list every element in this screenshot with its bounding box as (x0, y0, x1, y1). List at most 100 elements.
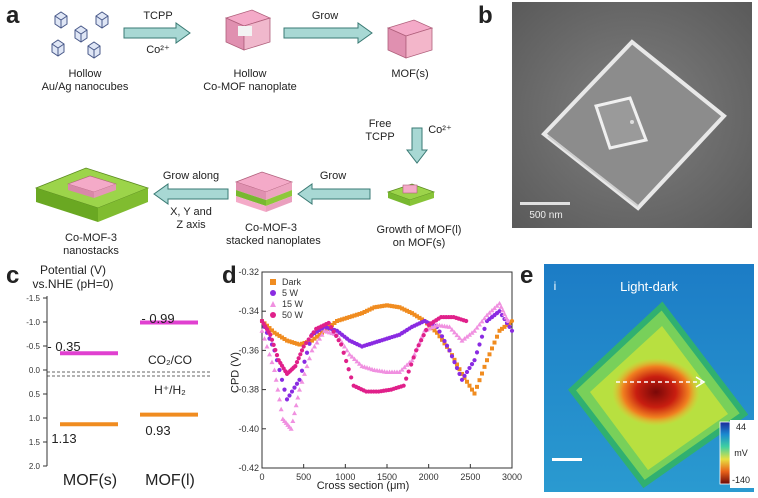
point-50w (344, 358, 349, 364)
point-dark (380, 304, 384, 309)
point-50w (293, 363, 298, 369)
point-15w (312, 343, 317, 349)
point-5w (279, 377, 285, 382)
point-15w (290, 418, 296, 423)
point-50w (273, 347, 278, 353)
point-dark (275, 332, 279, 337)
point-15w (447, 324, 452, 329)
point-dark (332, 320, 337, 325)
cpd-chart: 0 500 1000 1500 2000 2500 3000 -0.32 -0.34 -0.36 -… (238, 267, 522, 482)
point-15w (492, 305, 497, 311)
point-15w (262, 336, 267, 341)
band-tick-label: 0.5 (29, 390, 41, 399)
point-dark (345, 315, 349, 320)
y-tick-label: -0.40 (238, 424, 259, 434)
point-15w (272, 367, 277, 372)
point-dark (455, 362, 459, 367)
stacked-label-1: Co-MOF-3 (245, 222, 297, 234)
point-5w (464, 369, 470, 375)
chart-xlabel: Cross section (μm) (316, 480, 410, 492)
point-50w (306, 337, 311, 342)
point-5w (284, 397, 290, 402)
point-dark (337, 318, 342, 323)
point-dark (355, 312, 359, 317)
arrow-step5 (153, 183, 229, 205)
step1-ion: Co²⁺ (146, 44, 170, 56)
point-dark (362, 309, 367, 314)
point-dark (395, 304, 399, 309)
point-50w (298, 352, 303, 357)
c-title-1: Potential (V) (39, 263, 107, 277)
point-dark (280, 335, 284, 340)
point-5w (294, 381, 300, 386)
point-15w (304, 363, 310, 369)
step3-reagent-2: TCPP (365, 131, 395, 143)
point-50w (341, 350, 346, 355)
point-50w (268, 332, 273, 337)
point-15w (498, 304, 504, 309)
point-15w (427, 325, 432, 331)
point-dark (357, 311, 362, 316)
point-dark (460, 371, 464, 376)
point-15w (295, 394, 301, 400)
point-5w (462, 373, 467, 378)
step3-ion: Co²⁺ (428, 124, 452, 136)
point-15w (342, 343, 347, 349)
legend-label: 5 W (282, 288, 299, 298)
point-dark (282, 337, 287, 342)
sem-image: 500 nm (512, 2, 752, 228)
colorbar-labels-bg (730, 420, 754, 488)
x-tick-label: 2500 (460, 472, 480, 482)
point-dark (472, 391, 477, 396)
arrow-step4 (297, 183, 371, 205)
point-15w (489, 307, 495, 313)
point-dark (412, 312, 417, 317)
panel-c-label: c (6, 262, 20, 289)
nanoplate-label-1: Hollow (233, 68, 267, 80)
point-dark (290, 340, 294, 345)
point-dark (509, 318, 515, 324)
band-diagram: -1.5 -1.0 -0.5 0.0 0.5 1.0 1.5 2.0 (26, 294, 210, 471)
point-dark (452, 357, 457, 362)
point-dark (485, 358, 489, 363)
point-15w (404, 362, 410, 367)
point-50w (271, 342, 276, 348)
point-15w (464, 334, 470, 339)
point-5w (302, 359, 307, 364)
point-15w (472, 328, 477, 333)
band-tick-label: -1.0 (26, 318, 40, 327)
mofs-vb-value: 1.13 (51, 431, 77, 446)
point-15w (500, 307, 506, 313)
point-dark (287, 339, 292, 344)
point-dark (335, 319, 339, 323)
point-5w (287, 393, 292, 398)
point-5w (507, 324, 512, 329)
point-50w (299, 348, 305, 353)
point-dark (295, 341, 299, 346)
point-dark (397, 305, 402, 310)
point-15w (288, 426, 294, 431)
point-5w (474, 350, 480, 355)
band-axis-ticks: -1.5 -1.0 -0.5 0.0 0.5 1.0 1.5 2.0 (26, 294, 47, 471)
point-15w (477, 322, 482, 327)
point-5w (457, 371, 462, 377)
point-dark (360, 311, 364, 316)
point-5w (439, 334, 445, 339)
point-5w (437, 329, 442, 334)
point-15w (482, 315, 487, 321)
point-50w (334, 333, 339, 338)
point-5w (477, 342, 482, 347)
point-5w (277, 367, 282, 373)
y-tick-label: -0.38 (238, 385, 259, 395)
y-tick-label: -0.34 (238, 306, 259, 316)
point-5w (449, 354, 455, 359)
band-levels (60, 320, 198, 427)
point-15w (267, 351, 272, 357)
band-tick-label: 1.0 (29, 414, 41, 423)
point-50w (401, 383, 406, 388)
point-15w (454, 332, 460, 338)
mofs-cb-value: - 0.35 (47, 339, 81, 354)
point-dark (392, 304, 397, 309)
point-5w (289, 389, 295, 394)
point-15w (457, 335, 462, 340)
